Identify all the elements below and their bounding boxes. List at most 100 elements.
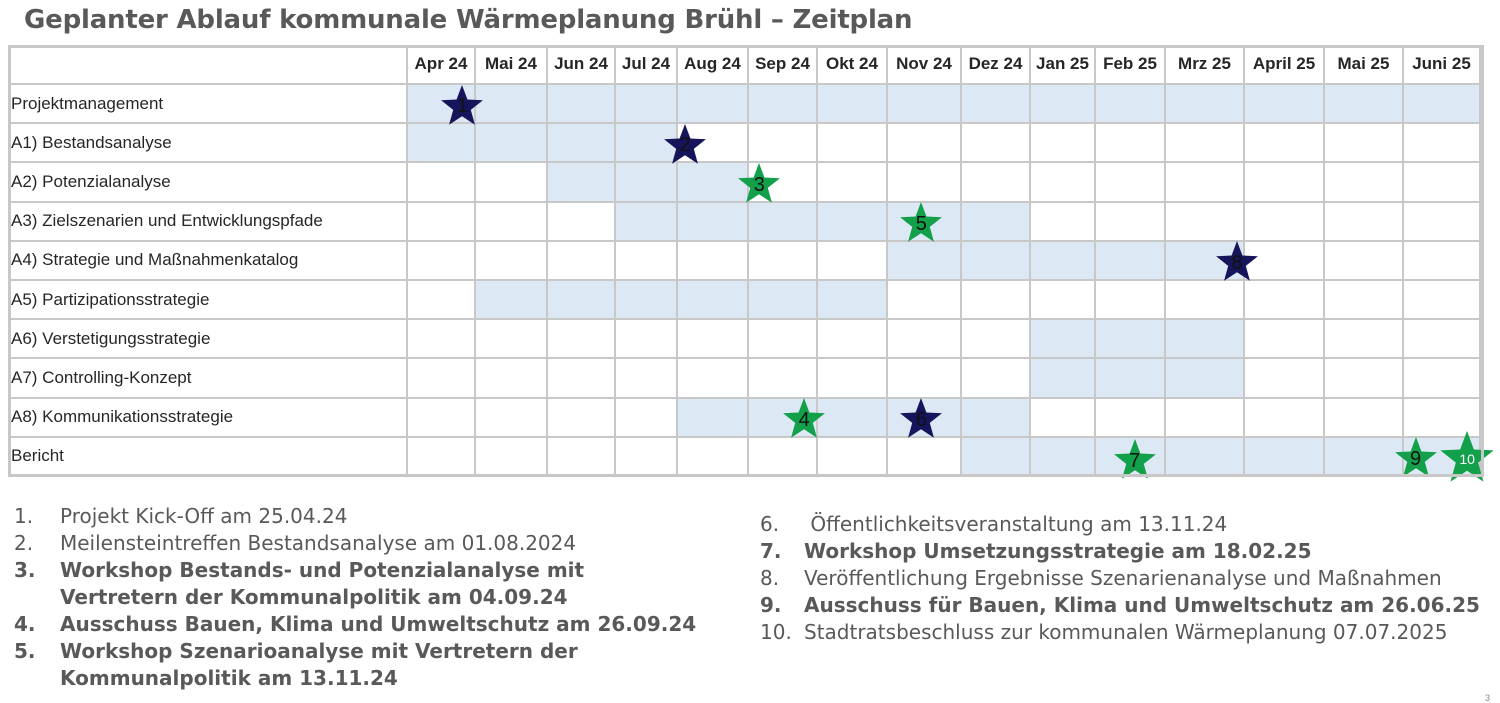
list-number: 1. — [14, 504, 34, 528]
gantt-empty-cell — [818, 124, 888, 164]
gantt-empty-cell — [1031, 202, 1096, 242]
gantt-bar-cell — [678, 398, 749, 438]
gantt-empty-cell — [1404, 124, 1481, 164]
gantt-empty-cell — [1031, 124, 1096, 164]
month-header: Jun 24 — [548, 45, 616, 85]
gantt-bar-cell — [1031, 85, 1096, 125]
list-text: Ausschuss Bauen, Klima und Umweltschutz … — [60, 612, 697, 636]
gantt-empty-cell — [1245, 320, 1325, 360]
milestone-list-item: Vertretern der Kommunalpolitik am 04.09.… — [14, 584, 696, 611]
gantt-empty-cell — [888, 359, 962, 399]
month-header: Nov 24 — [888, 45, 962, 85]
task-label: A3) Zielszenarien und Entwicklungspfade — [8, 202, 408, 242]
milestone-list-item: 7. Workshop Umsetzungsstrategie am 18.02.… — [760, 538, 1480, 565]
month-header: Dez 24 — [962, 45, 1031, 85]
milestone-list-right: 6. Öffentlichkeitsveranstaltung am 13.11… — [760, 511, 1480, 646]
gantt-bar-cell — [1031, 359, 1096, 399]
gantt-empty-cell — [1166, 202, 1245, 242]
gantt-empty-cell — [548, 320, 616, 360]
gantt-empty-cell — [476, 320, 548, 360]
milestone-number: 3 — [753, 173, 765, 196]
task-label: A6) Verstetigungsstrategie — [8, 320, 408, 360]
header-corner-cell — [8, 45, 408, 85]
milestone-list-item: 8. Veröffentlichung Ergebnisse Szenariena… — [760, 565, 1480, 592]
milestone-list-item: Kommunalpolitik am 13.11.24 — [14, 665, 696, 692]
milestone-list-item: 5. Workshop Szenarioanalyse mit Vertreter… — [14, 638, 696, 665]
gantt-bar-cell — [548, 124, 616, 164]
milestone-number: 9 — [1409, 447, 1422, 470]
gantt-empty-cell — [1404, 320, 1481, 360]
gantt-empty-cell — [1096, 163, 1166, 203]
list-number — [14, 584, 60, 611]
gantt-empty-cell — [749, 359, 818, 399]
gantt-empty-cell — [476, 241, 548, 281]
gantt-empty-cell — [678, 320, 749, 360]
task-label: A4) Strategie und Maßnahmenkatalog — [8, 241, 408, 281]
gantt-bar-cell — [1325, 85, 1404, 125]
month-header: Sep 24 — [749, 45, 818, 85]
gantt-empty-cell — [1404, 163, 1481, 203]
gantt-empty-cell — [888, 320, 962, 360]
page-number: 3 — [1484, 693, 1490, 703]
gantt-bar-cell — [1404, 85, 1481, 125]
gantt-empty-cell — [1325, 359, 1404, 399]
month-header: Apr 24 — [408, 45, 476, 85]
gantt-empty-cell — [749, 241, 818, 281]
gantt-bar-cell — [818, 398, 888, 438]
month-header: Juni 25 — [1404, 45, 1481, 85]
gantt-empty-cell — [1245, 163, 1325, 203]
list-text: Vertretern der Kommunalpolitik am 04.09.… — [60, 585, 568, 609]
gantt-bar-cell — [888, 241, 962, 281]
milestone-list-item: 10. Stadtratsbeschluss zur kommunalen Wär… — [760, 619, 1480, 646]
gantt-bar-cell — [749, 281, 818, 321]
gantt-bar-cell — [476, 85, 548, 125]
gantt-empty-cell — [1325, 163, 1404, 203]
gantt-empty-cell — [1096, 202, 1166, 242]
month-header: Mrz 25 — [1166, 45, 1245, 85]
task-label: A7) Controlling-Konzept — [8, 359, 408, 399]
gantt-empty-cell — [678, 124, 749, 164]
list-number: 5. — [14, 639, 36, 663]
list-number: 8. — [760, 566, 780, 590]
gantt-bar-cell — [1166, 85, 1245, 125]
gantt-empty-cell — [476, 398, 548, 438]
gantt-empty-cell — [1245, 124, 1325, 164]
milestone-star-icon: 4 — [782, 396, 826, 440]
gantt-empty-cell — [678, 241, 749, 281]
gantt-empty-cell — [749, 320, 818, 360]
gantt-empty-cell — [476, 359, 548, 399]
list-text: Ausschuss für Bauen, Klima und Umweltsch… — [804, 593, 1480, 617]
task-label: A2) Potenzialanalyse — [8, 163, 408, 203]
milestone-star-icon: 3 — [737, 161, 781, 205]
task-label: A8) Kommunikationsstrategie — [8, 398, 408, 438]
gantt-bar-cell — [818, 85, 888, 125]
month-header: Aug 24 — [678, 45, 749, 85]
gantt-empty-cell — [476, 163, 548, 203]
gantt-empty-cell — [408, 241, 476, 281]
gantt-empty-cell — [1166, 124, 1245, 164]
list-number: 3. — [14, 558, 36, 582]
month-header: Mai 25 — [1325, 45, 1404, 85]
gantt-empty-cell — [1325, 124, 1404, 164]
month-header: Feb 25 — [1096, 45, 1166, 85]
page-title: Geplanter Ablauf kommunale Wärmeplanung … — [24, 5, 913, 35]
list-number: 6. — [760, 512, 780, 536]
gantt-empty-cell — [1245, 359, 1325, 399]
gantt-bar-cell — [616, 163, 678, 203]
gantt-bar-cell — [1166, 320, 1245, 360]
milestone-number: 6 — [915, 408, 927, 431]
list-text: Projekt Kick-Off am 25.04.24 — [60, 504, 348, 528]
milestone-number: 1 — [456, 95, 468, 118]
gantt-empty-cell — [678, 359, 749, 399]
gantt-bar-cell — [962, 398, 1031, 438]
gantt-empty-cell — [1325, 202, 1404, 242]
gantt-empty-cell — [1096, 124, 1166, 164]
list-text: Veröffentlichung Ergebnisse Szenarienana… — [804, 566, 1442, 590]
gantt-bar-cell — [476, 281, 548, 321]
gantt-empty-cell — [616, 398, 678, 438]
gantt-empty-cell — [408, 163, 476, 203]
gantt-bar-cell — [616, 281, 678, 321]
gantt-empty-cell — [1096, 281, 1166, 321]
gantt-empty-cell — [408, 398, 476, 438]
gantt-bar-cell — [476, 124, 548, 164]
